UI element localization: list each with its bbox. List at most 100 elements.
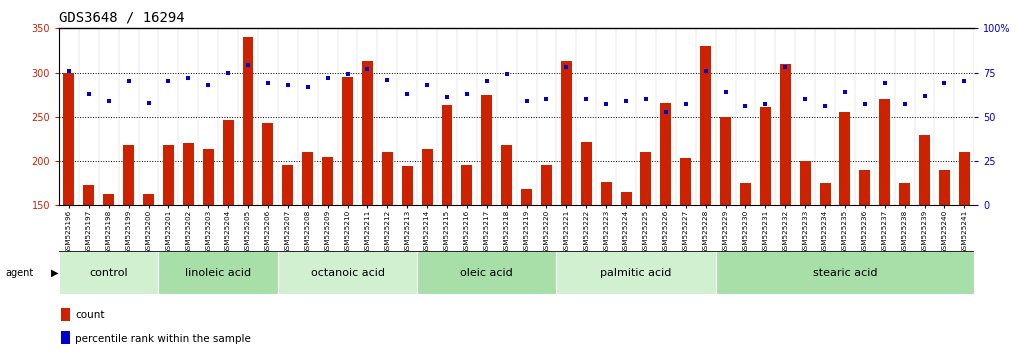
Point xyxy=(558,64,575,70)
Bar xyxy=(83,185,95,205)
Point xyxy=(897,102,913,107)
Bar xyxy=(541,165,552,205)
Point xyxy=(479,79,495,84)
Point xyxy=(180,75,196,81)
Bar xyxy=(441,105,453,205)
Bar xyxy=(123,145,134,205)
Bar xyxy=(839,113,850,205)
Bar xyxy=(959,152,970,205)
Text: control: control xyxy=(89,268,128,278)
Point xyxy=(300,84,316,90)
Point xyxy=(618,98,635,104)
Bar xyxy=(381,152,393,205)
Text: stearic acid: stearic acid xyxy=(813,268,878,278)
Point xyxy=(340,72,356,77)
Bar xyxy=(59,251,159,294)
Point xyxy=(538,96,554,102)
Point xyxy=(598,102,614,107)
Point xyxy=(837,89,853,95)
Point xyxy=(140,100,157,105)
Point xyxy=(240,63,256,68)
Point xyxy=(578,96,594,102)
Bar xyxy=(302,152,313,205)
Bar xyxy=(716,251,974,294)
Bar xyxy=(740,183,751,205)
Bar xyxy=(939,170,950,205)
Bar xyxy=(501,145,513,205)
Bar xyxy=(422,149,432,205)
Bar xyxy=(362,61,373,205)
Point xyxy=(161,79,177,84)
Point xyxy=(956,79,972,84)
Point xyxy=(519,98,535,104)
Point xyxy=(280,82,296,88)
Bar xyxy=(159,251,278,294)
Bar xyxy=(820,183,831,205)
Text: GDS3648 / 16294: GDS3648 / 16294 xyxy=(59,11,185,25)
Text: octanoic acid: octanoic acid xyxy=(310,268,384,278)
Bar xyxy=(342,77,353,205)
Point xyxy=(677,102,694,107)
Bar xyxy=(919,135,930,205)
Point xyxy=(319,75,336,81)
Bar xyxy=(680,158,692,205)
Bar xyxy=(63,73,74,205)
Point xyxy=(498,72,515,77)
Text: agent: agent xyxy=(5,268,34,278)
Point xyxy=(737,103,754,109)
Text: oleic acid: oleic acid xyxy=(461,268,514,278)
Bar xyxy=(462,165,472,205)
Point xyxy=(777,64,793,70)
Bar xyxy=(223,120,234,205)
Bar xyxy=(620,192,632,205)
Bar xyxy=(481,95,492,205)
Bar xyxy=(521,189,532,205)
Text: palmitic acid: palmitic acid xyxy=(600,268,671,278)
Point xyxy=(797,96,814,102)
Bar xyxy=(202,149,214,205)
Bar xyxy=(799,161,811,205)
Bar xyxy=(660,103,671,205)
Bar xyxy=(242,37,253,205)
Point xyxy=(359,66,375,72)
Bar xyxy=(556,251,716,294)
Point xyxy=(200,82,217,88)
Bar xyxy=(283,165,293,205)
Bar xyxy=(760,107,771,205)
Bar xyxy=(278,251,417,294)
Text: percentile rank within the sample: percentile rank within the sample xyxy=(75,334,251,344)
Point xyxy=(698,68,714,74)
Text: ▶: ▶ xyxy=(51,268,58,278)
Bar xyxy=(780,64,791,205)
Text: linoleic acid: linoleic acid xyxy=(185,268,251,278)
Point xyxy=(717,89,733,95)
Point xyxy=(439,95,456,100)
Point xyxy=(459,91,475,97)
Point xyxy=(856,102,873,107)
Point xyxy=(758,102,774,107)
Point xyxy=(916,93,933,98)
Bar xyxy=(61,331,69,344)
Point xyxy=(937,80,953,86)
Bar xyxy=(262,123,274,205)
Point xyxy=(877,80,893,86)
Bar xyxy=(61,308,69,321)
Point xyxy=(259,80,276,86)
Bar xyxy=(880,99,890,205)
Point xyxy=(399,91,415,97)
Point xyxy=(61,68,77,74)
Bar xyxy=(104,194,114,205)
Point xyxy=(817,103,833,109)
Bar xyxy=(183,143,194,205)
Bar xyxy=(720,117,731,205)
Bar xyxy=(417,251,556,294)
Point xyxy=(101,98,117,104)
Bar xyxy=(641,152,652,205)
Bar xyxy=(322,156,334,205)
Bar xyxy=(601,182,611,205)
Bar xyxy=(700,46,711,205)
Point xyxy=(638,96,654,102)
Point xyxy=(80,91,97,97)
Bar xyxy=(402,166,413,205)
Text: count: count xyxy=(75,310,105,320)
